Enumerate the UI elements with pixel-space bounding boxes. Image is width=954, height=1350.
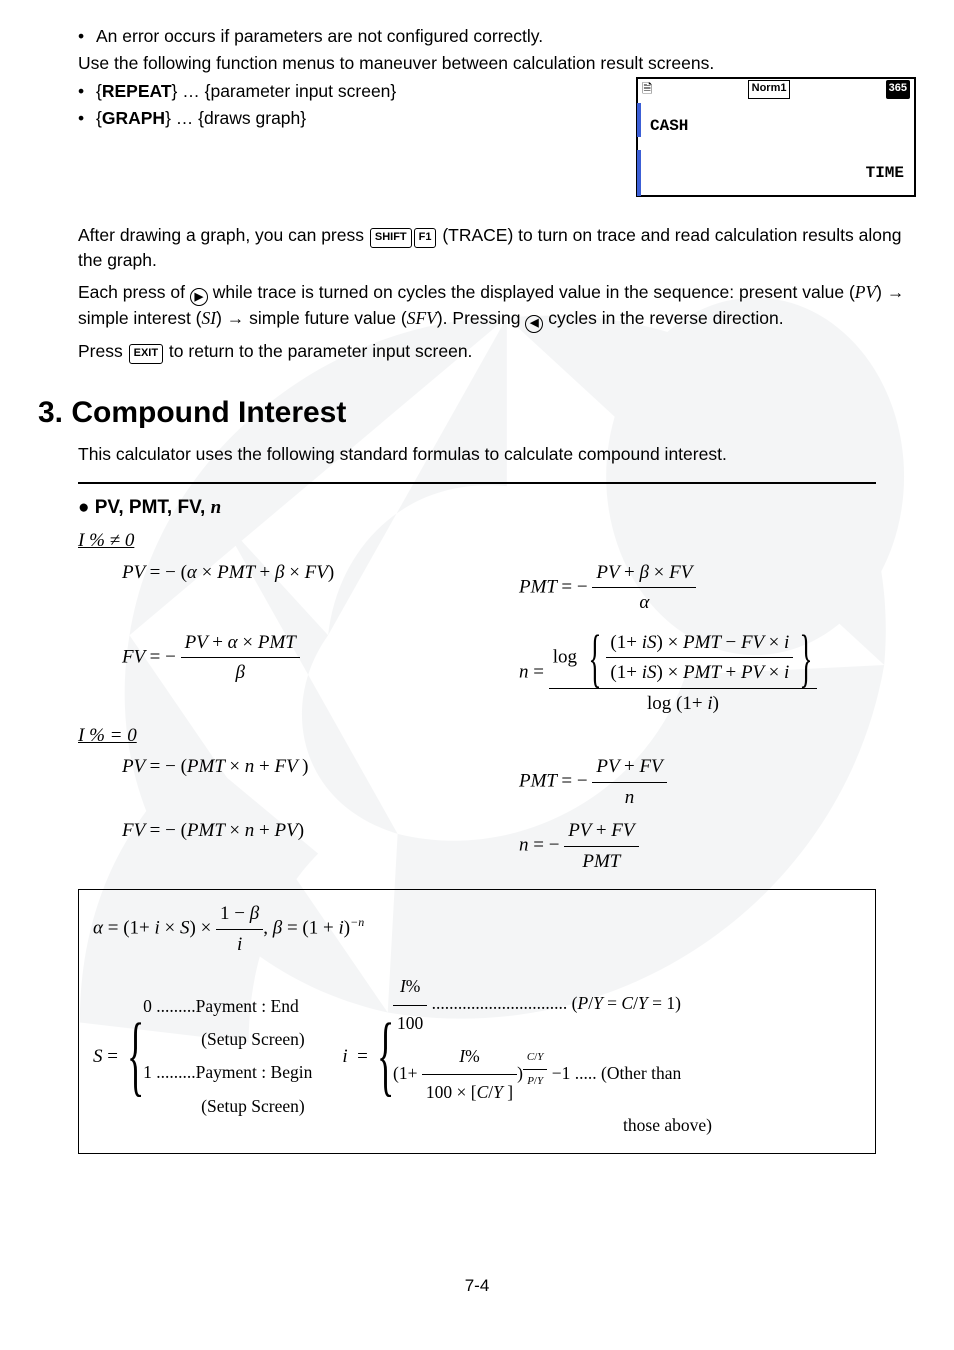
badge-365: 365: [886, 80, 910, 99]
bullet-dot: •: [78, 79, 96, 104]
formula-pmt-2: PMT = − PV + FVn: [519, 753, 916, 811]
right-arrow-key: ▶: [190, 288, 208, 306]
bullet-text: An error occurs if parameters are not co…: [96, 24, 543, 49]
para-cycle: Each press of ▶ while trace is turned on…: [78, 280, 916, 334]
doc-icon: 🗎: [642, 80, 652, 99]
norm-indicator: Norm1: [748, 80, 791, 99]
screen-cash-label: CASH: [650, 115, 688, 138]
condition-zero: I % = 0: [78, 722, 916, 750]
para-trace: After drawing a graph, you can press SHI…: [78, 223, 916, 274]
shift-key: SHIFT: [370, 228, 412, 248]
repeat-label: REPEAT: [102, 81, 172, 101]
si-var: SI: [202, 308, 217, 328]
graph-text: {GRAPH} … {draws graph}: [96, 106, 306, 131]
condition-nonzero: I % ≠ 0: [78, 527, 916, 555]
calculator-screen: 🗎 Norm1 365 CASH TIME: [636, 77, 916, 197]
section-title: 3. Compound Interest: [38, 391, 916, 435]
definitions-box: α = (1+ i × S) × 1 − βi, β = (1 + i)−n S…: [78, 889, 876, 1153]
line-use-menus: Use the following function menus to mane…: [78, 51, 916, 76]
formula-pv-1: PV = − (α × PMT + β × FV): [78, 559, 519, 617]
formula-pv-2: PV = − (PMT × n + FV ): [78, 753, 519, 811]
formula-n-2: n = − PV + FVPMT: [519, 817, 916, 875]
bullet-graph: • {GRAPH} … {draws graph}: [78, 106, 620, 131]
f1-key: F1: [414, 228, 437, 248]
i-definition: i = { I%100 ............................…: [342, 970, 712, 1142]
repeat-text: {REPEAT} … {parameter input screen}: [96, 79, 396, 104]
formula-fv-2: FV = − (PMT × n + PV): [78, 817, 519, 875]
bullet-dot: •: [78, 24, 96, 49]
bullet-repeat: • {REPEAT} … {parameter input screen}: [78, 79, 620, 104]
pv-var: PV: [855, 282, 876, 302]
screen-left-bar-top: [637, 103, 641, 137]
formula-pmt-1: PMT = − PV + β × FVα: [519, 559, 916, 617]
formula-fv-1: FV = − PV + α × PMTβ: [78, 629, 519, 718]
s-definition: S = { 0 .........Payment : End (Setup Sc…: [93, 970, 312, 1142]
page-number: 7-4: [38, 1274, 916, 1299]
section-subtitle: This calculator uses the following stand…: [78, 442, 916, 467]
left-arrow-key: ◀: [525, 315, 543, 333]
screen-left-bar-bottom: [637, 150, 641, 196]
formula-n-1: n = log { (1+ iS) × PMT − FV × i (1+ iS)…: [519, 629, 916, 718]
bullet-error: • An error occurs if parameters are not …: [78, 24, 916, 49]
bullet-dot: •: [78, 106, 96, 131]
para-exit: Press EXIT to return to the parameter in…: [78, 339, 916, 364]
alpha-beta-def: α = (1+ i × S) × 1 − βi, β = (1 + i)−n: [93, 900, 861, 958]
horizontal-rule: [78, 482, 876, 484]
screen-time-label: TIME: [866, 162, 904, 185]
graph-label: GRAPH: [102, 108, 165, 128]
exit-key: EXIT: [129, 344, 163, 364]
sfv-var: SFV: [407, 308, 437, 328]
subheading-pv: ● PV, PMT, FV, n: [78, 494, 916, 522]
